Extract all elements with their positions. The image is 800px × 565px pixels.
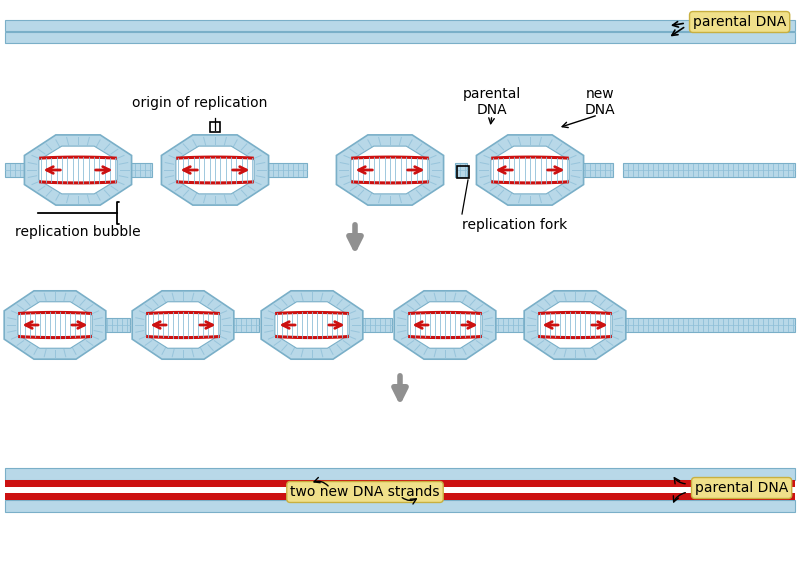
Text: two new DNA strands: two new DNA strands bbox=[290, 485, 440, 499]
Bar bbox=[457, 166, 469, 178]
Bar bbox=[258, 163, 307, 177]
Text: replication fork: replication fork bbox=[462, 218, 567, 232]
Bar bbox=[575, 163, 613, 177]
Bar bbox=[97, 318, 130, 332]
Bar bbox=[618, 318, 795, 332]
Bar bbox=[5, 20, 795, 31]
Polygon shape bbox=[394, 291, 496, 359]
Text: parental DNA: parental DNA bbox=[693, 15, 786, 29]
Polygon shape bbox=[491, 146, 569, 194]
Bar bbox=[5, 500, 795, 512]
Bar bbox=[5, 32, 795, 43]
Polygon shape bbox=[4, 291, 106, 359]
Bar bbox=[5, 493, 795, 500]
Polygon shape bbox=[275, 302, 349, 348]
Text: parental DNA: parental DNA bbox=[695, 481, 788, 495]
Polygon shape bbox=[18, 302, 92, 348]
Polygon shape bbox=[146, 302, 220, 348]
Bar bbox=[355, 318, 392, 332]
Polygon shape bbox=[408, 302, 482, 348]
Bar bbox=[488, 318, 532, 332]
Polygon shape bbox=[538, 302, 612, 348]
Polygon shape bbox=[477, 135, 583, 205]
Bar bbox=[623, 163, 795, 177]
Bar bbox=[5, 480, 795, 487]
Polygon shape bbox=[261, 291, 363, 359]
Bar bbox=[5, 163, 35, 177]
Text: parental
DNA: parental DNA bbox=[463, 87, 521, 117]
Bar bbox=[455, 163, 467, 177]
Bar bbox=[210, 122, 220, 132]
Bar bbox=[226, 318, 259, 332]
Text: new
DNA: new DNA bbox=[585, 87, 615, 117]
Text: replication bubble: replication bubble bbox=[15, 225, 141, 239]
Bar bbox=[5, 468, 795, 480]
Polygon shape bbox=[176, 146, 254, 194]
Polygon shape bbox=[25, 135, 131, 205]
Polygon shape bbox=[351, 146, 429, 194]
Bar bbox=[120, 163, 152, 177]
Polygon shape bbox=[39, 146, 117, 194]
Bar bbox=[5, 318, 14, 332]
Polygon shape bbox=[132, 291, 234, 359]
Polygon shape bbox=[337, 135, 443, 205]
Polygon shape bbox=[524, 291, 626, 359]
Polygon shape bbox=[162, 135, 269, 205]
Text: origin of replication: origin of replication bbox=[132, 96, 268, 110]
